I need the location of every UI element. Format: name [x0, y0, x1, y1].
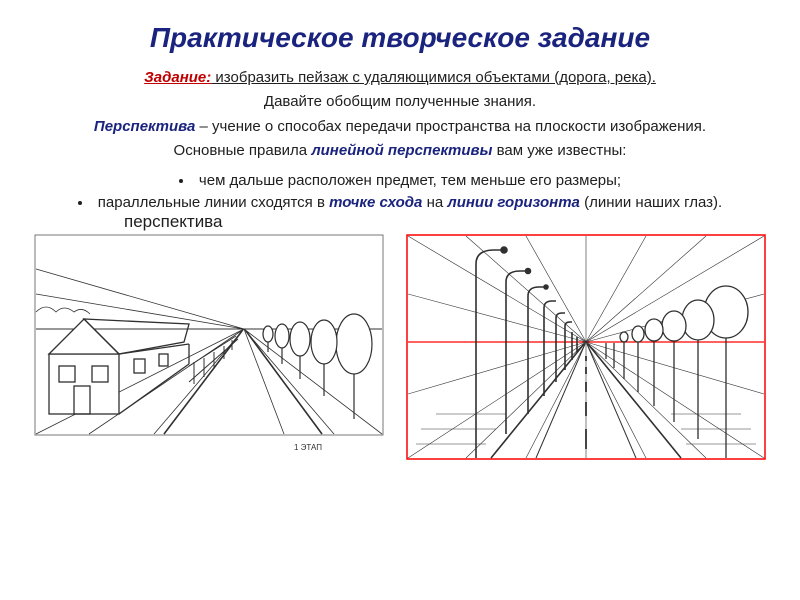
line-2: Давайте обобщим полученные знания. — [30, 92, 770, 112]
task-label: Задание: — [144, 69, 211, 86]
page-title: Практическое творческое задание — [30, 22, 770, 54]
perspective-sketch-left: 1 ЭТАП — [34, 234, 384, 454]
figure-right — [406, 234, 766, 464]
figure-left-caption: 1 ЭТАП — [294, 443, 322, 452]
line-4: Основные правила линейной перспективы ва… — [30, 141, 770, 161]
perspective-rest: – учение о способах передачи пространств… — [195, 118, 706, 135]
bullet-1: чем дальше расположен предмет, тем меньш… — [78, 171, 722, 191]
task-text: изобразить пейзаж с удаляющимися объекта… — [211, 69, 656, 86]
figure-left-label: перспектива — [124, 212, 222, 232]
bullet-2: параллельные линии сходятся в точке сход… — [78, 193, 722, 213]
perspective-word: Перспектива — [94, 118, 195, 135]
text-block: Задание: изобразить пейзаж с удаляющимис… — [30, 68, 770, 216]
task-line: Задание: изобразить пейзаж с удаляющимис… — [30, 68, 770, 88]
bullet-list: чем дальше расположен предмет, тем меньш… — [78, 169, 722, 216]
line-3: Перспектива – учение о способах передачи… — [30, 117, 770, 137]
figure-left: перспектива — [34, 234, 384, 454]
perspective-sketch-right — [406, 234, 766, 464]
linear-persp-key: линейной перспективы — [311, 142, 492, 159]
